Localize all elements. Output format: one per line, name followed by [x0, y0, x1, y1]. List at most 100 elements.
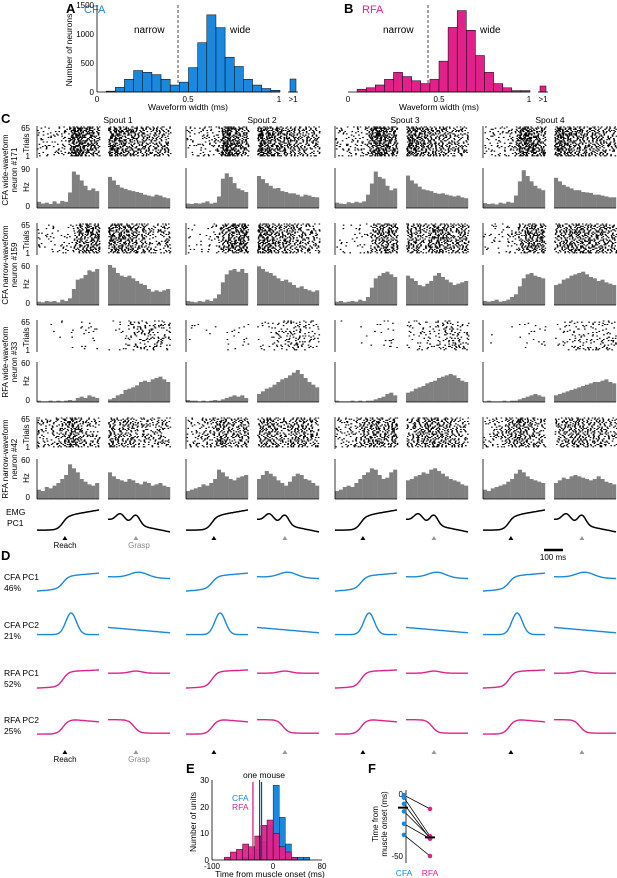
panel-f-cat-rfa: RFA: [422, 868, 439, 878]
psth-n2-c8-bar-10: [592, 278, 597, 305]
psth-n3-c3-bar-7: [213, 400, 218, 402]
emg-traces: [37, 509, 617, 540]
psth-n3-c5-bar-4: [350, 400, 355, 402]
panel-e-ytick-0: 0: [205, 856, 210, 865]
psth-n1-c6-bar-5: [425, 190, 430, 208]
psth-n2-c8-bar-1: [557, 283, 562, 305]
c-grasp-marker-3: [431, 536, 437, 540]
psth-n2-c5-bar-9: [369, 287, 374, 305]
panel-b-xtick-0: 0: [346, 95, 351, 104]
psth-n4-c5-bar-11: [377, 475, 382, 499]
d-grasp-marker-2: [282, 750, 288, 754]
raster-n4-c3: [186, 417, 250, 448]
psth-n1-c6-bar-13: [456, 195, 461, 208]
psth-n3-c5-bar-15: [393, 395, 398, 402]
psth-n1-c4-bar-3: [268, 185, 273, 208]
psth-n3-c7-bar-1: [486, 400, 491, 402]
b-bar-15: [484, 72, 494, 93]
psth-n2-c2-bar-5: [127, 275, 132, 305]
psth-n4-c1-bar-7: [64, 475, 69, 499]
d-grasp-marker-3: [431, 750, 437, 754]
psth-n4-c6-bar-3: [417, 475, 422, 499]
psth-n1-c1-bar-13: [87, 190, 92, 208]
psth-n4-c5-bar-13: [385, 477, 390, 499]
pc-row3-grasp-4: [554, 670, 616, 674]
psth-n3-c8-bar-2: [561, 392, 566, 402]
psth-n1-c2-bar-1: [111, 180, 116, 208]
psth-n4-c6-bar-2: [413, 476, 418, 499]
d-row-2-name: CFA PC2: [4, 620, 39, 630]
pc-row4-grasp-1: [108, 719, 170, 734]
psth-n1-c8-bar-1: [557, 181, 562, 208]
psth-n1-c2-bar-5: [127, 190, 132, 208]
panel-f-letter: F: [368, 761, 376, 776]
d-reach-marker-2: [211, 750, 217, 754]
c-grasp-marker-1: [133, 536, 139, 540]
psth-n1-c4-bar-8: [288, 193, 293, 208]
psth-n2-c5-bar-8: [366, 297, 371, 305]
panel-e-xtick-80: 80: [318, 862, 327, 871]
f-pair-line-1: [403, 797, 431, 837]
spout-4-label: Spout 4: [535, 115, 565, 125]
d-grasp-marker-4: [579, 750, 585, 754]
psth-n1-c7-bar-15: [541, 190, 546, 208]
pc-row4-reach-3: [335, 719, 398, 735]
psth-n3-c5-bar-9: [369, 400, 374, 402]
psth-n4-c6-bar-13: [456, 481, 461, 499]
psth-n2-c2-bar-9: [142, 285, 147, 305]
panel-a-tag: CFA: [84, 4, 106, 16]
psth-n2-c5-bar-2: [342, 302, 347, 305]
psth-n4-c8-bar-4: [569, 476, 574, 499]
neuron-4-hz-label: Hz: [22, 473, 31, 483]
emg-grasp-trace-4: [554, 512, 617, 533]
psth-n4-c1-bar-8: [68, 464, 73, 499]
emg-label-line1: EMG: [6, 507, 25, 517]
psth-n4-c3-bar-14: [240, 476, 245, 499]
f-cfa-point-2: [401, 801, 407, 807]
psth-n1-c6-bar-2: [413, 183, 418, 208]
pc-row3-grasp-1: [108, 670, 170, 674]
psth-n3-c8-bar-5: [573, 388, 578, 402]
raster-n2-c1: [37, 223, 101, 254]
psth-n4-c2-bar-7: [135, 483, 140, 499]
pc-row3-reach-1: [37, 669, 99, 689]
psth-n1-c6-bar-10: [444, 194, 449, 208]
psth-n1-c7-bar-11: [525, 176, 530, 208]
panel-a-xlabel: Waveform width (ms): [148, 102, 228, 112]
psth-n4-c1-bar-11: [79, 479, 84, 499]
d-row-3-pct: 52%: [4, 679, 21, 689]
psth-n1-c8-bar-6: [577, 190, 582, 208]
psth-n3-c3-bar-2: [193, 400, 198, 402]
psth-n1-c7-bar-5: [502, 203, 507, 208]
psth-n3-c1-bar-7: [64, 400, 69, 402]
psth-n2-c2-bar-0: [108, 265, 113, 305]
psth-n2-c4-bar-7: [284, 279, 289, 305]
pc-row1-grasp-2: [257, 571, 319, 580]
panel-e-xtick-0: 0: [271, 862, 276, 871]
emg-grasp-trace-3: [406, 512, 469, 533]
pc-row2-grasp-2: [256, 626, 320, 634]
neuron-2-trials-top: 65: [21, 221, 30, 230]
psth-n2-c2-bar-6: [131, 278, 136, 305]
psth-n1-c8-bar-9: [588, 192, 593, 208]
psth-n2-c7-bar-1: [486, 301, 491, 305]
psth-n1-c2-bar-9: [142, 194, 147, 208]
b-bar-14: [475, 55, 485, 93]
psth-n2-c1-bar-5: [56, 302, 61, 305]
psth-n1-c1-bar-8: [68, 192, 73, 208]
panel-e-ytick-20: 20: [200, 803, 209, 812]
psth-n2-c4-bar-8: [288, 282, 293, 305]
psth-n3-c4-bar-8: [288, 375, 293, 402]
psth-n3-c8-bar-0: [554, 395, 559, 402]
pc-row2-grasp-1: [107, 626, 171, 634]
a-bar-8: [169, 84, 180, 93]
psth-n1-c8-bar-2: [561, 184, 566, 208]
panel-e-xtick-neg100: -100: [204, 862, 221, 871]
psth-n1-c3-bar-6: [209, 203, 214, 208]
psth-n3-c8-bar-1: [557, 394, 562, 402]
psth-n3-c7-bar-15: [541, 396, 546, 402]
psth-n4-c8-bar-8: [585, 479, 590, 499]
b-bar-12: [456, 10, 467, 93]
psth-n2-c5-bar-10: [373, 278, 378, 305]
raster-n3-c6: [406, 320, 470, 351]
